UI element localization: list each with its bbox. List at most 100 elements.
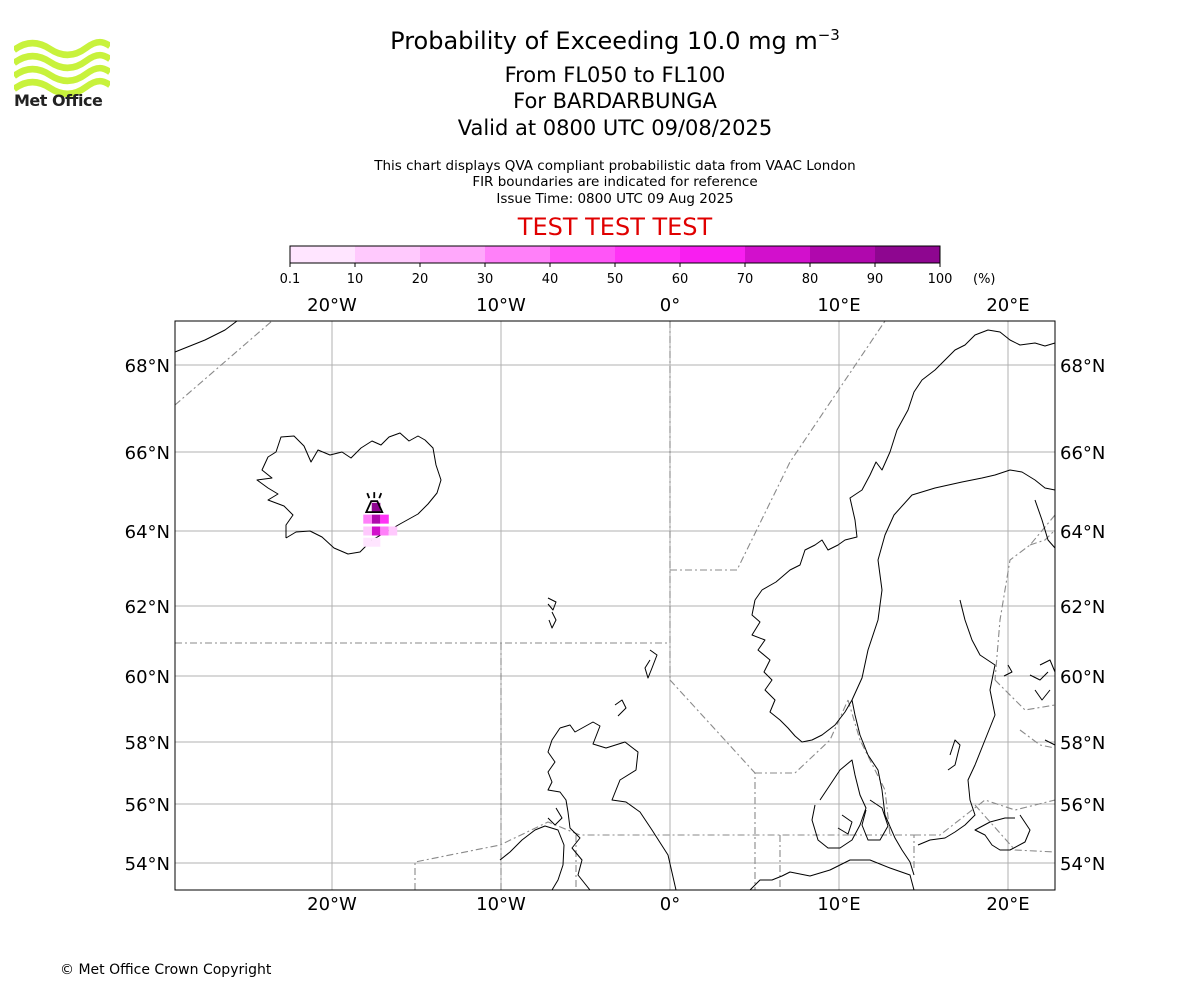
lat-label-left: 66°N xyxy=(125,443,170,464)
fir-boundary xyxy=(1029,529,1056,546)
coastline xyxy=(644,649,658,679)
lon-label-top: 20°E xyxy=(986,295,1029,316)
volcano-plume xyxy=(378,492,383,499)
colorbar-segment xyxy=(810,246,876,263)
colorbar-unit: (%) xyxy=(973,272,996,287)
lat-label-left: 64°N xyxy=(125,522,170,543)
ash-cell xyxy=(371,502,381,512)
coastline xyxy=(861,799,889,841)
ash-cell xyxy=(371,537,381,547)
colorbar-segment xyxy=(355,246,421,263)
coastline xyxy=(837,814,853,835)
flight-level-range: From FL050 to FL100 xyxy=(504,63,726,87)
map-frame xyxy=(174,320,1056,891)
fir-boundary xyxy=(974,804,1056,853)
colorbar-tick-label: 70 xyxy=(737,272,754,287)
met-office-logo xyxy=(14,38,110,98)
lat-label-left: 58°N xyxy=(125,733,170,754)
coastline xyxy=(1029,671,1049,681)
colorbar-segment xyxy=(550,246,616,263)
probability-colorbar: 0.1 10 20 30 40 50 60 70 80 90 100 (%) xyxy=(280,245,996,287)
colorbar-segment xyxy=(745,246,811,263)
fir-boundary xyxy=(847,699,891,836)
copyright: © Met Office Crown Copyright xyxy=(60,962,272,978)
chart-title: Probability of Exceeding 10.0 mg m−3 xyxy=(390,26,840,55)
colorbar-segment xyxy=(875,246,941,263)
logo-wave xyxy=(14,64,110,85)
ash-cell xyxy=(371,514,381,524)
fir-boundary xyxy=(670,320,886,571)
coastline xyxy=(851,469,1056,701)
probability-map: 20°W 20°W 10°W 10°W 0° 0° 10°E 10°E 20°E 20°E 68°N… xyxy=(125,295,1106,915)
ash-cell xyxy=(363,514,372,524)
ash-cell xyxy=(371,526,381,536)
logo-wave xyxy=(14,77,110,98)
lat-label-right: 64°N xyxy=(1060,522,1105,543)
colorbar-segment xyxy=(680,246,746,263)
volcano-name: For BARDARBUNGA xyxy=(513,89,717,113)
lon-label-bottom: 20°E xyxy=(986,894,1029,915)
colorbar-tick-label: 0.1 xyxy=(280,272,300,287)
fir-boundary xyxy=(994,514,1056,681)
colorbar-tick-label: 20 xyxy=(412,272,429,287)
coastlines xyxy=(174,320,1056,891)
coastline xyxy=(499,825,565,891)
volcano-cone xyxy=(364,500,384,514)
coastline xyxy=(559,721,677,891)
lon-label-bottom: 20°W xyxy=(307,894,357,915)
colorbar-segment xyxy=(420,246,486,263)
lon-label-top: 20°W xyxy=(307,295,357,316)
lat-label-left: 62°N xyxy=(125,597,170,618)
coastline xyxy=(754,329,1056,601)
coastline xyxy=(547,727,591,891)
coastline xyxy=(811,759,867,849)
coastline xyxy=(547,807,563,826)
lon-label-bottom: 0° xyxy=(660,894,680,915)
lat-label-left: 68°N xyxy=(125,356,170,377)
colorbar-tick-label: 50 xyxy=(607,272,624,287)
lat-label-left: 54°N xyxy=(125,854,170,875)
met-office-logo-text: Met Office xyxy=(14,91,103,110)
coastline xyxy=(947,739,961,771)
lat-label-right: 62°N xyxy=(1060,597,1105,618)
coastline xyxy=(548,611,557,629)
colorbar-segment xyxy=(615,246,681,263)
colorbar-tick-label: 100 xyxy=(928,272,953,287)
lon-label-bottom: 10°W xyxy=(476,894,526,915)
coastline xyxy=(751,599,915,876)
colorbar-tick-label: 90 xyxy=(867,272,884,287)
ash-cell xyxy=(380,514,389,524)
lon-label-top: 10°E xyxy=(817,295,860,316)
fir-boundary xyxy=(914,799,1056,836)
lat-label-left: 56°N xyxy=(125,795,170,816)
fir-note: FIR boundaries are indicated for referen… xyxy=(472,174,758,190)
lat-label-right: 68°N xyxy=(1060,356,1105,377)
lon-label-bottom: 10°E xyxy=(817,894,860,915)
ash-cell xyxy=(363,537,372,547)
coastline xyxy=(547,597,557,611)
fir-boundary xyxy=(755,699,849,774)
colorbar-segment xyxy=(485,246,551,263)
ash-cell xyxy=(388,526,398,536)
valid-time: Valid at 0800 UTC 09/08/2025 xyxy=(457,116,773,140)
disclaimer-line: This chart displays QVA compliant probab… xyxy=(374,158,856,174)
coastline xyxy=(174,320,238,353)
colorbar-tick-label: 40 xyxy=(542,272,559,287)
coastline xyxy=(256,432,442,555)
lat-label-right: 60°N xyxy=(1060,667,1105,688)
coastline xyxy=(1039,659,1056,673)
lat-label-right: 58°N xyxy=(1060,733,1105,754)
colorbar-tick-label: 10 xyxy=(347,272,364,287)
test-warning: TEST TEST TEST xyxy=(517,213,713,241)
coastline xyxy=(1034,499,1056,549)
ash-cell xyxy=(380,526,389,536)
volcano-icon xyxy=(364,492,384,514)
lon-label-top: 0° xyxy=(660,295,680,316)
fir-boundaries xyxy=(174,320,1056,890)
colorbar-tick-label: 80 xyxy=(802,272,819,287)
volcano-plume xyxy=(366,492,371,499)
coastline xyxy=(974,814,1031,851)
coastline xyxy=(917,599,996,846)
lat-label-right: 66°N xyxy=(1060,443,1105,464)
gridlines xyxy=(175,321,1055,890)
